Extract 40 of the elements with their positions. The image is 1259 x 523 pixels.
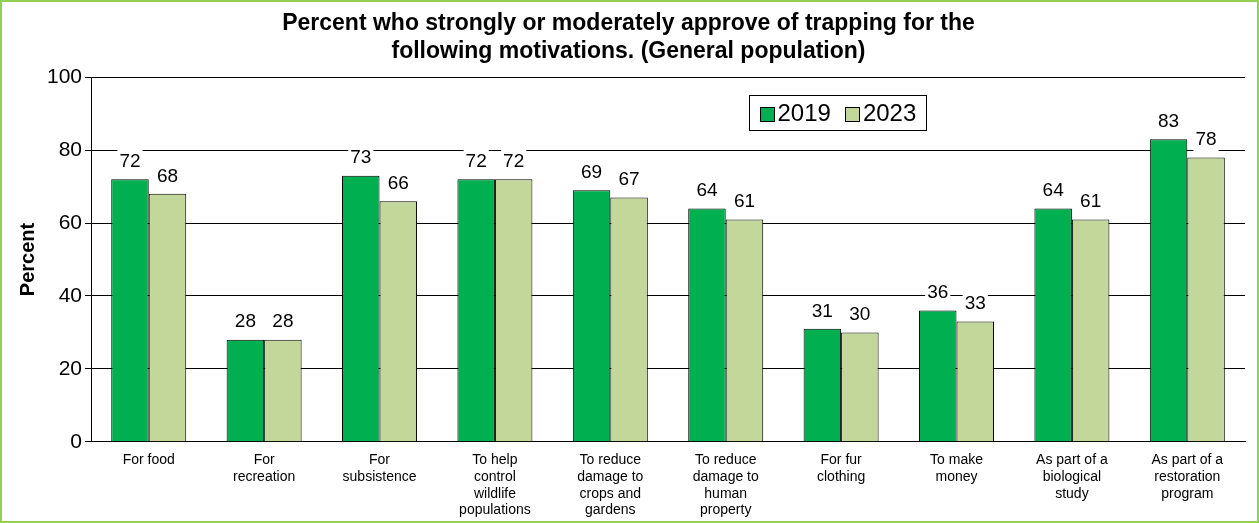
- x-tick-label: To make money: [930, 451, 984, 484]
- x-tick-label: For food: [122, 451, 175, 468]
- x-tick-label: For fur clothing: [816, 451, 866, 484]
- data-label: 78: [1195, 128, 1217, 150]
- x-tick-label: To reduce damage to human property: [692, 451, 759, 518]
- data-label: 66: [387, 171, 409, 193]
- data-label: 36: [927, 281, 949, 303]
- data-label: 28: [234, 310, 256, 332]
- y-tick-label: 40: [58, 282, 83, 306]
- data-label: 72: [503, 150, 525, 172]
- y-tick-label: 80: [58, 136, 83, 160]
- data-label: 31: [811, 299, 833, 321]
- data-label: 64: [696, 179, 718, 201]
- data-label: 33: [964, 292, 986, 314]
- data-label: 61: [1080, 190, 1102, 212]
- x-tick-label: To reduce damage to crops and gardens: [577, 451, 644, 518]
- data-label: 64: [1042, 179, 1065, 201]
- data-label: 72: [465, 150, 487, 172]
- x-tick-label: For recreation: [233, 451, 296, 484]
- legend-label: 2023: [861, 99, 917, 128]
- data-label: 68: [156, 164, 179, 186]
- data-label: 83: [1157, 109, 1180, 131]
- x-tick-label: As part of a restoration program: [1151, 451, 1224, 501]
- data-label: 73: [350, 146, 372, 168]
- data-label: 30: [849, 303, 871, 325]
- data-label: 28: [272, 310, 294, 332]
- y-axis-title: Percent: [15, 222, 38, 297]
- y-tick-label: 0: [70, 428, 83, 452]
- data-label: 61: [733, 190, 756, 212]
- y-tick-label: 20: [58, 355, 83, 379]
- data-label: 69: [581, 160, 603, 182]
- data-label: 67: [618, 168, 640, 190]
- x-tick-label: For subsistence: [342, 451, 417, 484]
- y-tick-label: 60: [58, 209, 83, 233]
- chart-title: Percent who strongly or moderately approve of trapping for the following motivations. (General population): [282, 9, 975, 63]
- x-tick-label: As part of a biological study: [1036, 451, 1108, 501]
- data-label: 72: [119, 150, 141, 172]
- y-tick-label: 100: [46, 64, 83, 87]
- x-tick-label: To help control wildlife populations: [459, 451, 531, 518]
- legend-label: 2019: [776, 99, 831, 128]
